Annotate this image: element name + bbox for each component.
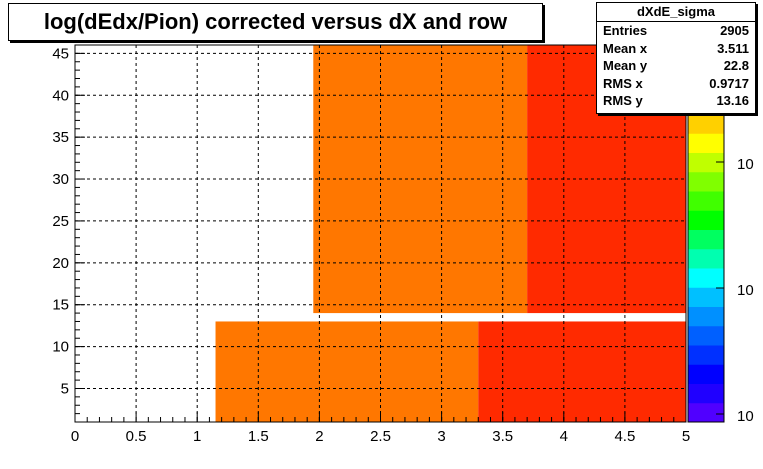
palette-segment [688, 325, 724, 346]
palette-segment [688, 152, 724, 173]
stats-title: dXdE_sigma [597, 3, 755, 22]
palette-segment [688, 210, 724, 230]
stats-value: 2905 [720, 23, 749, 38]
x-tick-label: 1 [193, 428, 201, 445]
stats-row-rms-x: RMS x 0.9717 [597, 75, 755, 93]
y-tick-label: 10 [52, 339, 69, 356]
palette-segment [688, 345, 724, 365]
heatmap-region [215, 321, 479, 422]
palette-segment [688, 171, 724, 192]
stats-row-mean-y: Mean y 22.8 [597, 57, 755, 75]
y-tick-label: 25 [52, 213, 69, 230]
palette-segment [688, 229, 724, 250]
y-tick-label: 20 [52, 255, 69, 272]
stats-label: Mean y [603, 58, 648, 73]
palette-segment [688, 306, 724, 327]
palette-frame [687, 113, 725, 423]
palette-segment [688, 114, 724, 134]
stats-label: Entries [603, 23, 648, 38]
x-tick-label: 3.5 [492, 428, 513, 445]
palette-segment [688, 268, 724, 288]
x-tick-label: 2.5 [370, 428, 391, 445]
stats-row-entries: Entries 2905 [597, 22, 755, 40]
stats-value: 13.16 [716, 93, 749, 108]
palette-tick-label: 10 [737, 282, 754, 299]
palette-tick-label: 10 [737, 408, 754, 425]
palette-tick-label: 10 [737, 156, 754, 173]
x-tick-label: 1.5 [248, 428, 269, 445]
x-tick-label: 3 [437, 428, 445, 445]
stats-row-rms-y: RMS y 13.16 [597, 92, 755, 110]
x-tick-label: 0 [71, 428, 79, 445]
x-tick-label: 5 [682, 428, 690, 445]
y-tick-label: 30 [52, 171, 69, 188]
x-tick-label: 2 [315, 428, 323, 445]
stats-label: Mean x [603, 40, 648, 56]
stats-label: RMS x [603, 75, 643, 91]
palette-segment [688, 191, 724, 211]
chart-title: log(dEdx/Pion) corrected versus dX and r… [8, 3, 543, 41]
heatmap-region [478, 321, 686, 422]
stats-label: RMS y [603, 93, 643, 108]
stats-value: 22.8 [723, 58, 749, 73]
stats-row-mean-x: Mean x 3.511 [597, 40, 755, 58]
y-tick-label: 35 [52, 129, 69, 146]
palette-segment [688, 383, 724, 404]
palette-segment [688, 402, 724, 423]
x-tick-label: 4.5 [614, 428, 635, 445]
x-tick-label: 0.5 [126, 428, 147, 445]
palette-segment [688, 364, 724, 384]
x-tick-label: 4 [560, 428, 568, 445]
stats-box: dXdE_sigma Entries 2905 Mean x 3.511 Mea… [596, 2, 756, 114]
palette-segment [688, 133, 724, 153]
y-tick-label: 15 [52, 297, 69, 314]
palette-segment [688, 248, 724, 269]
palette-segment [688, 287, 724, 307]
y-tick-label: 45 [52, 45, 69, 62]
y-tick-label: 40 [52, 87, 69, 104]
y-tick-label: 5 [61, 380, 69, 397]
stats-value: 3.511 [717, 40, 749, 56]
stats-value: 0.9717 [709, 75, 749, 91]
